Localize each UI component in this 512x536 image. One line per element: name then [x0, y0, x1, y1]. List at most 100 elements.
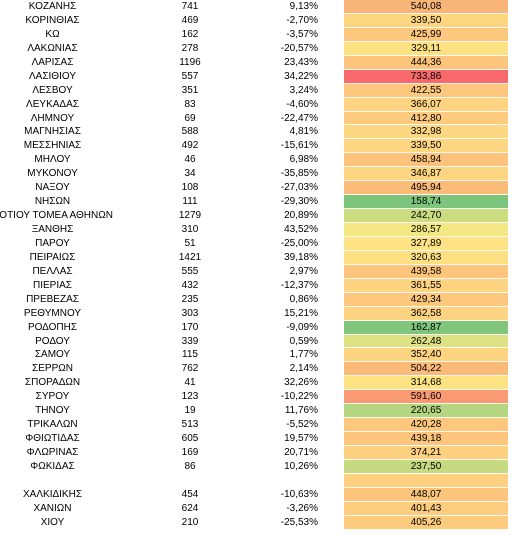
region-name-cell[interactable]: ΧΙΟΥ: [40, 516, 65, 528]
region-name-cell[interactable]: ΧΑΝΙΩΝ: [33, 502, 72, 514]
percent-change-cell[interactable]: -20,57%: [280, 42, 318, 54]
percent-change-cell[interactable]: 19,57%: [284, 433, 318, 445]
count-cell[interactable]: 170: [181, 321, 199, 333]
count-cell[interactable]: 111: [182, 196, 198, 208]
count-cell[interactable]: 83: [184, 98, 196, 110]
value-cell[interactable]: 329,11: [344, 41, 508, 56]
value-cell[interactable]: 162,87: [344, 320, 508, 335]
count-cell[interactable]: 492: [181, 140, 199, 152]
region-name-cell[interactable]: ΜΕΣΣΗΝΙΑΣ: [23, 140, 82, 152]
percent-change-cell[interactable]: 20,71%: [284, 447, 318, 458]
count-cell[interactable]: 108: [181, 182, 199, 194]
region-name-cell[interactable]: ΡΟΔΟΥ: [35, 335, 70, 347]
value-cell[interactable]: 733,86: [344, 69, 508, 84]
count-cell[interactable]: 19: [184, 405, 196, 417]
count-cell[interactable]: 469: [181, 14, 199, 26]
count-cell[interactable]: 351: [181, 84, 199, 96]
region-name-cell[interactable]: ΛΑΣΙΘΙΟΥ: [29, 70, 76, 82]
region-name-cell[interactable]: ΚΟΡΙΝΘΙΑΣ: [25, 14, 80, 26]
value-cell[interactable]: [344, 473, 508, 488]
percent-change-cell[interactable]: -10,63%: [280, 488, 318, 500]
region-name-cell[interactable]: ΤΗΝΟΥ: [35, 405, 70, 417]
count-cell[interactable]: 1421: [178, 251, 202, 263]
count-cell[interactable]: 303: [181, 307, 199, 319]
count-cell[interactable]: [150, 474, 230, 488]
percent-change-cell[interactable]: -35,85%: [280, 168, 318, 180]
region-name-cell[interactable]: ΡΟΔΟΠΗΣ: [27, 321, 78, 333]
count-cell[interactable]: 1279: [178, 210, 202, 222]
region-name-cell[interactable]: ΛΕΣΒΟΥ: [32, 84, 73, 96]
percent-change-cell[interactable]: 11,76%: [284, 405, 318, 417]
region-name-cell[interactable]: ΣΕΡΡΩΝ: [32, 363, 73, 375]
value-cell[interactable]: 320,63: [344, 250, 508, 265]
value-cell[interactable]: 458,94: [344, 153, 508, 168]
count-cell[interactable]: 86: [184, 460, 196, 472]
value-cell[interactable]: 444,36: [344, 55, 508, 70]
value-cell[interactable]: 422,55: [344, 83, 508, 98]
region-name-cell[interactable]: [0, 474, 125, 488]
percent-change-cell[interactable]: [250, 474, 318, 488]
count-cell[interactable]: 51: [184, 237, 196, 249]
percent-change-cell[interactable]: -4,60%: [286, 98, 318, 110]
region-name-cell[interactable]: ΣΥΡΟΥ: [35, 391, 70, 403]
region-name-cell[interactable]: ΞΑΝΘΗΣ: [31, 224, 74, 235]
region-name-cell[interactable]: ΛΕΥΚΑΔΑΣ: [26, 98, 79, 110]
percent-change-cell[interactable]: 9,13%: [289, 1, 318, 12]
value-cell[interactable]: 339,50: [344, 139, 508, 154]
percent-change-cell[interactable]: -25,53%: [280, 516, 318, 528]
region-name-cell[interactable]: ΠΕΛΛΑΣ: [32, 265, 73, 277]
count-cell[interactable]: 513: [181, 419, 199, 431]
count-cell[interactable]: 278: [181, 42, 199, 54]
percent-change-cell[interactable]: 0,59%: [289, 335, 318, 347]
percent-change-cell[interactable]: 3,24%: [289, 84, 318, 96]
region-name-cell[interactable]: ΝΟΤΙΟΥ ΤΟΜΕΑ ΑΘΗΝΩΝ: [0, 210, 113, 222]
region-name-cell[interactable]: ΜΑΓΝΗΣΙΑΣ: [24, 126, 81, 138]
count-cell[interactable]: 235: [181, 293, 199, 305]
value-cell[interactable]: 361,55: [344, 278, 508, 293]
percent-change-cell[interactable]: 15,21%: [284, 307, 318, 319]
value-cell[interactable]: 286,57: [344, 223, 508, 237]
percent-change-cell[interactable]: 43,52%: [284, 224, 318, 235]
value-cell[interactable]: 158,74: [344, 195, 508, 210]
value-cell[interactable]: 366,07: [344, 97, 508, 112]
percent-change-cell[interactable]: 32,26%: [284, 377, 318, 389]
percent-change-cell[interactable]: -3,26%: [286, 502, 318, 514]
value-cell[interactable]: 374,21: [344, 446, 508, 460]
percent-change-cell[interactable]: 2,14%: [289, 363, 318, 375]
count-cell[interactable]: 432: [181, 279, 199, 291]
region-name-cell[interactable]: ΜΗΛΟΥ: [34, 154, 71, 166]
percent-change-cell[interactable]: -27,03%: [280, 182, 318, 194]
value-cell[interactable]: 495,94: [344, 181, 508, 196]
count-cell[interactable]: 624: [181, 502, 199, 514]
percent-change-cell[interactable]: 2,97%: [289, 265, 318, 277]
value-cell[interactable]: 448,07: [344, 487, 508, 502]
value-cell[interactable]: 439,18: [344, 432, 508, 446]
percent-change-cell[interactable]: -25,00%: [280, 237, 318, 249]
value-cell[interactable]: 412,80: [344, 111, 508, 126]
region-name-cell[interactable]: ΠΕΙΡΑΙΩΣ: [29, 251, 76, 263]
percent-change-cell[interactable]: 23,43%: [284, 56, 318, 68]
count-cell[interactable]: 162: [181, 28, 199, 40]
region-name-cell[interactable]: ΜΥΚΟΝΟΥ: [27, 168, 78, 180]
value-cell[interactable]: 220,65: [344, 404, 508, 419]
percent-change-cell[interactable]: -12,37%: [280, 279, 318, 291]
percent-change-cell[interactable]: -5,52%: [286, 419, 318, 431]
count-cell[interactable]: 557: [181, 70, 199, 82]
count-cell[interactable]: 454: [181, 488, 199, 500]
value-cell[interactable]: 262,48: [344, 334, 508, 349]
region-name-cell[interactable]: ΧΑΛΚΙΔΙΚΗΣ: [23, 488, 82, 500]
percent-change-cell[interactable]: -15,61%: [280, 140, 318, 152]
region-name-cell[interactable]: ΤΡΙΚΑΛΩΝ: [27, 419, 78, 431]
value-cell[interactable]: 429,34: [344, 292, 508, 307]
percent-change-cell[interactable]: 34,22%: [284, 70, 318, 82]
region-name-cell[interactable]: ΣΑΜΟΥ: [34, 349, 71, 361]
region-name-cell[interactable]: ΠΙΕΡΙΑΣ: [33, 279, 72, 291]
count-cell[interactable]: 605: [181, 433, 199, 445]
count-cell[interactable]: 310: [181, 224, 199, 235]
region-name-cell[interactable]: ΦΛΩΡΙΝΑΣ: [26, 447, 79, 458]
region-name-cell[interactable]: ΝΑΞΟΥ: [35, 182, 70, 194]
region-name-cell[interactable]: ΚΟΖΑΝΗΣ: [28, 1, 77, 12]
percent-change-cell[interactable]: 0,86%: [289, 293, 318, 305]
count-cell[interactable]: 210: [181, 516, 199, 528]
value-cell[interactable]: 425,99: [344, 27, 508, 42]
